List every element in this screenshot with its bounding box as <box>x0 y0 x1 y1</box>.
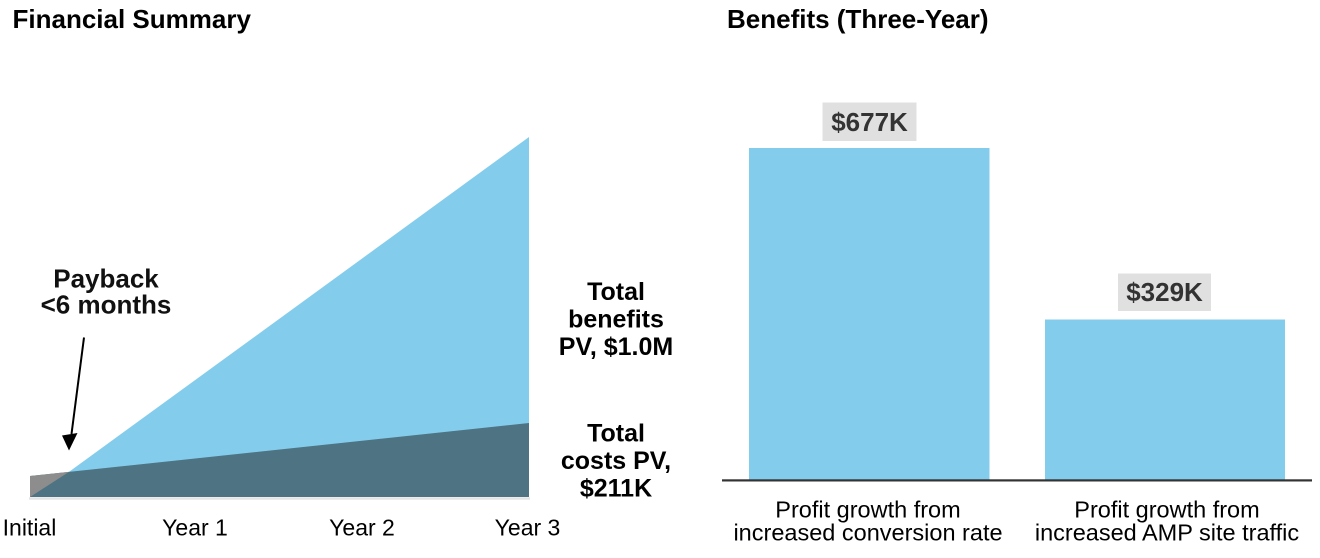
svg-text:Financial Summary: Financial Summary <box>13 4 252 34</box>
svg-text:Profit growth from: Profit growth from <box>1074 497 1259 523</box>
svg-text:increased conversion rate: increased conversion rate <box>733 520 1002 546</box>
svg-text:Year 1: Year 1 <box>162 515 228 541</box>
svg-text:$677K: $677K <box>831 107 908 137</box>
svg-text:Profit growth from: Profit growth from <box>775 497 960 523</box>
svg-text:Initial: Initial <box>3 515 57 541</box>
svg-text:costs PV,: costs PV, <box>561 447 671 475</box>
svg-text:Benefits (Three-Year): Benefits (Three-Year) <box>727 4 989 34</box>
svg-text:Year 3: Year 3 <box>495 515 561 541</box>
svg-text:$211K: $211K <box>580 475 652 503</box>
svg-text:PV, $1.0M: PV, $1.0M <box>559 333 673 361</box>
svg-text:$329K: $329K <box>1126 277 1203 307</box>
svg-text:Payback: Payback <box>53 264 159 294</box>
svg-text:benefits: benefits <box>568 306 664 334</box>
svg-text:<6 months: <6 months <box>41 290 172 320</box>
svg-text:Total: Total <box>587 420 645 448</box>
svg-text:Total: Total <box>587 278 645 306</box>
svg-text:Year 2: Year 2 <box>329 515 395 541</box>
svg-text:increased AMP site traffic: increased AMP site traffic <box>1035 520 1300 546</box>
